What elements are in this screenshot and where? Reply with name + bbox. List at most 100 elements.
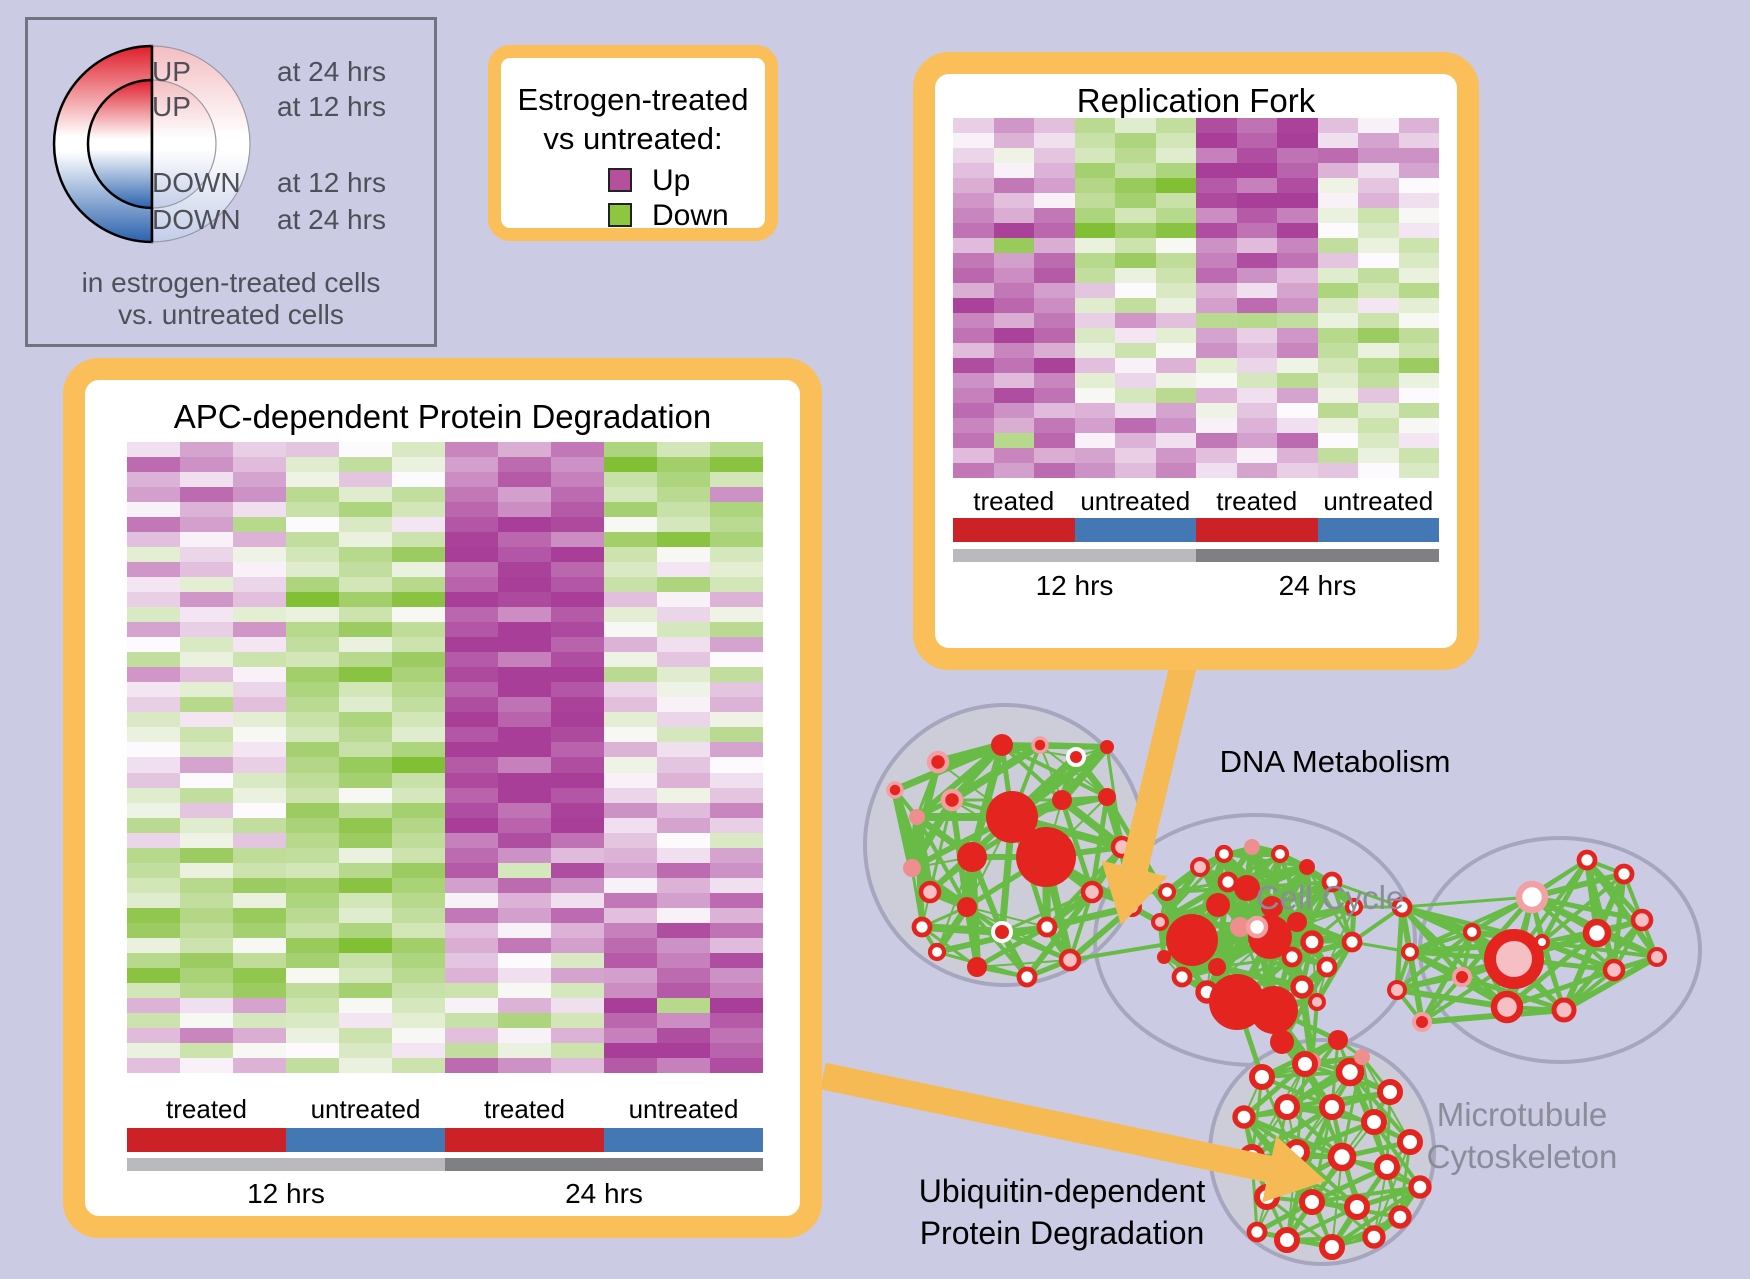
heatmap-cell (392, 997, 445, 1013)
gene-node-pk (903, 859, 921, 877)
gene-node-rp (1058, 948, 1082, 972)
heatmap-cell (445, 712, 498, 728)
heatmap-cell (1196, 448, 1237, 463)
heatmap-cell (551, 802, 604, 818)
heatmap-cell (392, 442, 445, 458)
heatmap-cell (392, 1012, 445, 1028)
down-color-swatch (608, 203, 632, 227)
network-edge (936, 924, 1048, 955)
heatmap-cell (1277, 133, 1318, 148)
heatmap-cell (604, 952, 657, 968)
heatmap-cell (710, 742, 763, 758)
heatmap-cell (1074, 433, 1115, 448)
network-edge (1291, 905, 1355, 959)
heatmap-cell (604, 802, 657, 818)
heatmap-cell (1358, 208, 1399, 223)
heatmap-cell (1317, 268, 1358, 283)
heatmap-cell (286, 997, 339, 1013)
heatmap-cell (604, 562, 657, 578)
heatmap-cell (1196, 298, 1237, 313)
heatmap-cell (1196, 343, 1237, 358)
heatmap-cell (1236, 178, 1277, 193)
heatmap-cell (286, 817, 339, 833)
heatmap-cell (339, 832, 392, 848)
heatmap-cell (1398, 343, 1439, 358)
heatmap-cell (233, 907, 286, 923)
gene-node-rw (1582, 918, 1612, 948)
heatmap-cell (498, 532, 551, 548)
heatmap-cell (1398, 403, 1439, 418)
heatmap-cell (1034, 163, 1075, 178)
heatmap-cell (551, 682, 604, 698)
gene-node-rp (918, 880, 942, 904)
heatmap-cell (710, 787, 763, 803)
heatmap-cell (127, 622, 180, 638)
gene-node-rw (1036, 916, 1058, 938)
heatmap-cell (710, 532, 763, 548)
heatmap-cell (445, 802, 498, 818)
heatmap-cell (1236, 373, 1277, 388)
heatmap-cell (127, 547, 180, 563)
heatmap-cell (1196, 463, 1237, 478)
heatmap-cell (1074, 193, 1115, 208)
heatmap-cell (1196, 358, 1237, 373)
gene-node-pr (940, 788, 964, 812)
heatmap-cell (657, 877, 710, 893)
network-edge (1530, 895, 1616, 972)
heatmap-cell (604, 712, 657, 728)
heatmap-cell (953, 133, 994, 148)
heatmap-cell (445, 967, 498, 983)
heatmap-cell (339, 532, 392, 548)
apc-column-group-labels: treated untreated treated untreated (127, 1094, 763, 1125)
network-edge (1296, 1119, 1375, 1155)
heatmap-cell (498, 922, 551, 938)
heatmap-cell (127, 502, 180, 518)
heatmap-cell (180, 832, 233, 848)
heatmap-cell (993, 118, 1034, 133)
heatmap-cell (392, 487, 445, 503)
heatmap-cell (127, 817, 180, 833)
heatmap-cell (993, 283, 1034, 298)
heatmap-cell (1277, 253, 1318, 268)
heatmap-cell (1236, 328, 1277, 343)
heatmap-cell (286, 937, 339, 953)
heatmap-cell (1034, 193, 1075, 208)
heatmap-cell (953, 403, 994, 418)
heatmap-cell (1196, 283, 1237, 298)
heatmap-cell (339, 877, 392, 893)
heatmap-cell (604, 967, 657, 983)
heatmap-cell (953, 433, 994, 448)
heatmap-cell (392, 787, 445, 803)
gene-node-rw (1327, 1142, 1357, 1172)
heatmap-cell (604, 1012, 657, 1028)
heatmap-cell (604, 787, 657, 803)
heatmap-cell (1074, 373, 1115, 388)
heatmap-cell (233, 472, 286, 488)
gene-node-rw (1316, 956, 1338, 978)
heatmap-cell (1034, 118, 1075, 133)
heatmap-cell (445, 952, 498, 968)
heatmap-cell (1358, 343, 1399, 358)
heatmap-cell (710, 622, 763, 638)
heatmap-cell (1358, 373, 1399, 388)
heatmap-cell (551, 742, 604, 758)
heatmap-cell (1317, 343, 1358, 358)
gene-node-solid (1270, 1030, 1294, 1054)
heatmap-cell (392, 607, 445, 623)
heatmap-cell (127, 592, 180, 608)
heatmap-cell (710, 1012, 763, 1028)
heatmap-cell (445, 1027, 498, 1043)
heatmap-cell (1196, 418, 1237, 433)
network-edge (1400, 905, 1464, 979)
heatmap-cell (1398, 268, 1439, 283)
heatmap-cell (551, 577, 604, 593)
heatmap-cell (657, 847, 710, 863)
network-edge (1059, 799, 1095, 893)
heatmap-cell (233, 937, 286, 953)
gene-node-solid (1206, 893, 1230, 917)
heatmap-cell (180, 922, 233, 938)
heatmap-cell (993, 388, 1034, 403)
heatmap-cell (1155, 388, 1196, 403)
heatmap-cell (233, 1027, 286, 1043)
heatmap-cell (1358, 313, 1399, 328)
